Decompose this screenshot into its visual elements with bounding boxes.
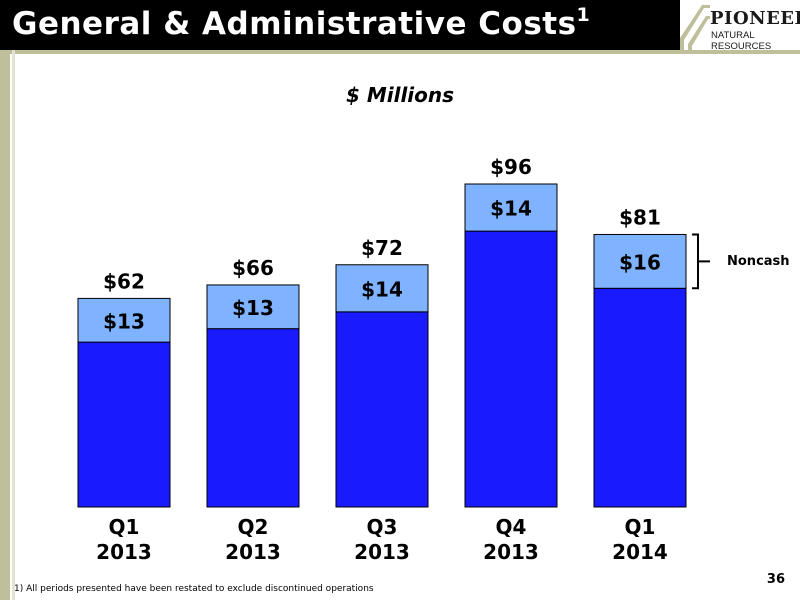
bar-noncash-segment <box>77 297 171 343</box>
bar-cash-segment <box>464 230 558 508</box>
slide-title: General & Administrative Costs1 <box>12 4 591 42</box>
bar-cash-segment <box>206 328 300 508</box>
bar-cash-segment <box>77 341 171 508</box>
title-background <box>0 0 680 50</box>
category-quarter-label: Q4 <box>496 515 527 539</box>
title-footnote-marker: 1 <box>576 4 591 26</box>
logo-wordmark: PIONEER <box>710 8 800 29</box>
total-value-label: $62 <box>103 269 145 293</box>
pioneer-logo: PIONEER NATURAL RESOURCES <box>680 0 800 52</box>
total-value-label: $96 <box>490 155 532 179</box>
bar-cash-segment <box>593 287 687 508</box>
noncash-value-label: $14 <box>361 277 403 301</box>
bar-noncash-segment <box>335 264 429 313</box>
category-year-label: 2014 <box>612 540 668 564</box>
bar-noncash-segment <box>593 233 687 289</box>
total-value-label: $81 <box>619 205 661 229</box>
logo-tagline: NATURAL RESOURCES <box>711 30 772 52</box>
slide-title-text: General & Administrative Costs <box>12 6 577 42</box>
noncash-value-label: $13 <box>103 309 145 333</box>
chart-subtitle: $ Millions <box>345 83 455 107</box>
bar-noncash-segment <box>206 284 300 330</box>
category-quarter-label: Q2 <box>238 515 269 539</box>
category-year-label: 2013 <box>354 540 410 564</box>
left-accent-line <box>12 50 15 600</box>
noncash-value-label: $16 <box>619 250 661 274</box>
bar-cash-segment <box>335 311 429 508</box>
category-quarter-label: Q3 <box>367 515 398 539</box>
noncash-bracket <box>692 233 699 290</box>
category-year-label: 2013 <box>225 540 281 564</box>
category-year-label: 2013 <box>96 540 152 564</box>
title-bar: General & Administrative Costs1 PIONEER … <box>0 0 800 52</box>
category-quarter-label: Q1 <box>109 515 140 539</box>
footnote: 1) All periods presented have been resta… <box>14 584 374 594</box>
page-number: 36 <box>766 572 785 587</box>
category-year-label: 2013 <box>483 540 539 564</box>
logo-mountain-icon <box>680 5 710 50</box>
left-accent-bar <box>0 50 10 600</box>
total-value-label: $72 <box>361 236 403 260</box>
category-quarter-label: Q1 <box>625 515 656 539</box>
bar-noncash-segment <box>464 183 558 232</box>
noncash-value-label: $14 <box>490 197 532 221</box>
noncash-label: Noncash <box>727 254 790 269</box>
noncash-value-label: $13 <box>232 296 274 320</box>
total-value-label: $66 <box>232 256 274 280</box>
top-divider <box>0 50 800 54</box>
